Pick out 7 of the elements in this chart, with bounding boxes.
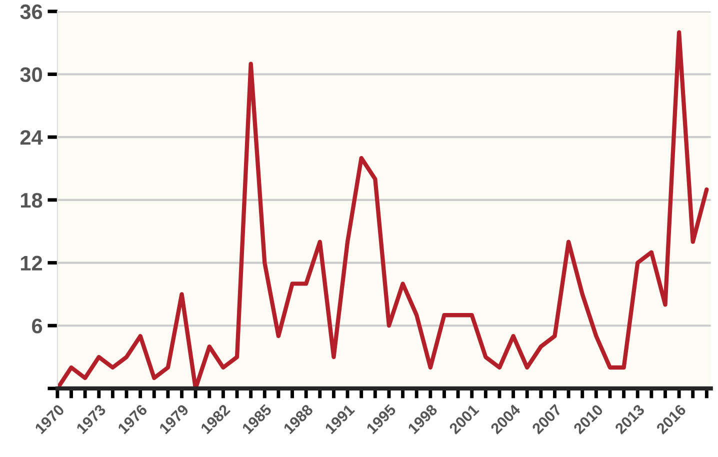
y-tick-label: 18 [21, 192, 42, 208]
y-tick-label: 30 [20, 67, 42, 82]
y-tick-label: 12 [21, 256, 42, 270]
y-tick-label: 6 [32, 318, 42, 334]
y-tick-label: 24 [20, 130, 43, 145]
y-tick-label: 36 [20, 4, 42, 20]
line-series [57, 30, 709, 388]
